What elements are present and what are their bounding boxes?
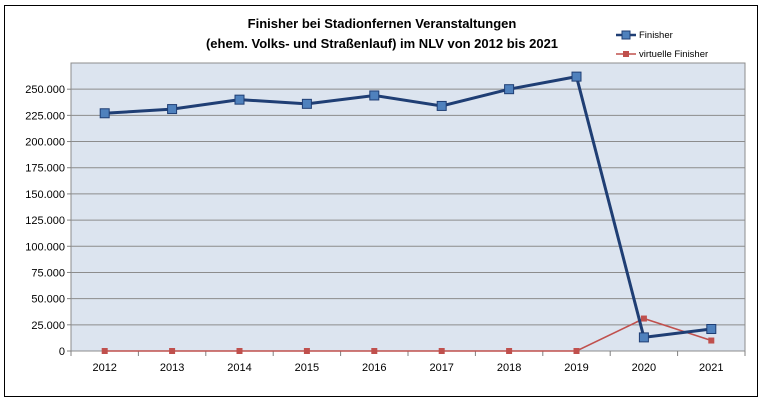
chart-subtitle: (ehem. Volks- und Straßenlauf) im NLV vo… xyxy=(206,36,558,51)
x-tick-label: 2012 xyxy=(92,362,116,374)
x-tick-label: 2021 xyxy=(699,362,723,374)
x-axis: 2012 2013 2014 2015 2016 2017 2018 2019 2020 2021 xyxy=(70,351,746,374)
point-finisher xyxy=(234,94,245,105)
point-finisher xyxy=(369,90,380,101)
y-tick-label: 250.000 xyxy=(25,84,65,96)
point-virtuelle-finisher xyxy=(640,315,647,322)
legend: Finisher virtuelle Finisher xyxy=(616,30,708,60)
point-virtuelle-finisher xyxy=(438,348,445,354)
x-tick-label: 2017 xyxy=(429,362,453,374)
y-tick-label: 225.000 xyxy=(25,110,65,122)
x-tick-label: 2016 xyxy=(362,362,386,374)
y-tick-label: 75.000 xyxy=(31,267,65,279)
series-line-virtuelle-finisher xyxy=(104,317,712,352)
point-virtuelle-finisher xyxy=(169,348,176,354)
series-line-finisher xyxy=(104,74,712,340)
point-virtuelle-finisher xyxy=(371,348,378,354)
y-tick-label: 0 xyxy=(59,346,65,358)
point-virtuelle-finisher xyxy=(708,337,715,344)
legend-label-finisher: Finisher xyxy=(639,30,673,41)
y-tick-label: 200.000 xyxy=(25,137,65,149)
x-tick-label: 2020 xyxy=(632,362,656,374)
x-tick-label: 2018 xyxy=(497,362,521,374)
point-finisher xyxy=(167,104,178,115)
x-tick-label: 2019 xyxy=(564,362,588,374)
point-virtuelle-finisher xyxy=(506,348,513,354)
point-virtuelle-finisher xyxy=(101,348,108,354)
legend-marker-finisher xyxy=(621,30,631,40)
point-virtuelle-finisher xyxy=(236,348,243,354)
plot-area xyxy=(70,62,746,352)
legend-marker-virtual xyxy=(623,51,629,57)
y-tick-label: 125.000 xyxy=(25,215,65,227)
point-finisher xyxy=(436,100,447,111)
y-axis: 0 25.000 50.000 75.000 100.000 125.000 150.000… xyxy=(25,84,71,358)
chart-title: Finisher bei Stadionfernen Veranstaltung… xyxy=(248,16,517,31)
point-finisher xyxy=(638,332,649,343)
y-tick-label: 150.000 xyxy=(25,189,65,201)
point-virtuelle-finisher xyxy=(573,348,580,354)
y-tick-label: 25.000 xyxy=(31,320,65,332)
y-tick-label: 100.000 xyxy=(25,241,65,253)
series-layer xyxy=(99,71,717,354)
point-virtuelle-finisher xyxy=(303,348,310,354)
point-finisher xyxy=(99,108,110,119)
legend-label-virtual: virtuelle Finisher xyxy=(639,49,708,60)
x-tick-label: 2015 xyxy=(295,362,319,374)
point-finisher xyxy=(504,84,515,95)
gridlines xyxy=(71,88,745,326)
point-finisher xyxy=(706,324,717,335)
x-tick-label: 2013 xyxy=(160,362,184,374)
y-tick-label: 50.000 xyxy=(31,294,65,306)
point-finisher xyxy=(301,98,312,109)
y-tick-label: 175.000 xyxy=(25,163,65,175)
point-finisher xyxy=(571,71,582,82)
x-tick-label: 2014 xyxy=(227,362,251,374)
